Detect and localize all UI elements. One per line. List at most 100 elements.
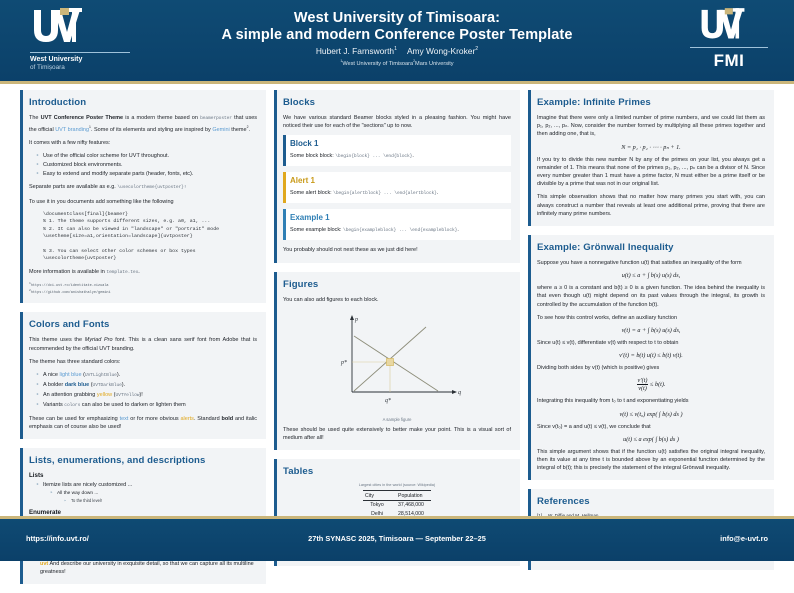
table-cell-city: Tokyo (370, 502, 384, 509)
intro-link-gemini[interactable]: Gemini (212, 127, 230, 134)
lists-subheading: Lists (29, 472, 44, 480)
fraction: v′(t) v(t) (636, 377, 649, 393)
intro-p1-e: . Some of its elements and styling are i… (90, 127, 213, 134)
affiliation-1: West University of Timisoara (342, 60, 414, 67)
figures-title: Figures (283, 278, 319, 290)
gronwall-paragraph-6: Integrating this inequality from t₀ to t… (537, 398, 689, 405)
intro-link-branding[interactable]: UVT branding (55, 127, 90, 134)
poster-title-line1: West University of Timisoara: (293, 10, 501, 26)
fmi-logo-right: FMI (690, 8, 768, 76)
block-figures: Figures You can also add figures to each… (274, 271, 520, 451)
list-item-label: All the way down ... (57, 491, 99, 497)
figure-caption: A sample figure (382, 416, 412, 422)
inner-alert-block-1: Alert 1 Some alert block: \begin{alertbl… (283, 172, 511, 204)
itemize-list-level2: All the way down ... To the third level! (43, 490, 257, 504)
gronwall-paragraph-8: This simple argument shows that if the f… (537, 448, 765, 472)
table-caption: Largest cities in the world (source: Wik… (358, 483, 436, 488)
block-colors-and-fonts: Colors and Fonts This theme uses the Myr… (20, 312, 266, 440)
references-title: References (537, 496, 590, 508)
footer-conference-info: 27th SYNASC 2025, Timisoara — September … (308, 534, 486, 543)
enumerate-subheading: Enumerate (29, 509, 61, 517)
color-swatch-light-blue: light blue (59, 372, 82, 378)
description-text: And describe our university in exquisite… (40, 560, 254, 575)
inner-block-1-title: Block 1 (290, 139, 319, 149)
list-item-label: Itemize lists are nicely customized ... (43, 482, 133, 489)
block-blocks: Blocks We have various standard Beamer b… (274, 90, 520, 263)
introduction-code-sample: \documentclass[final]{beamer} % 1. The t… (43, 211, 220, 262)
itemize-list-level3: To the third level! (57, 498, 257, 504)
colors-list: A nice light blue (UVTLightBlue). A bold… (29, 371, 257, 410)
faculty-acronym: FMI (713, 51, 745, 70)
gronwall-title: Example: Grönwall Inequality (537, 242, 674, 254)
figures-outro: These should be used quite extensively t… (283, 426, 511, 442)
lists-title: Lists, enumerations, and descriptions (29, 455, 206, 467)
footer-website-url[interactable]: https://info.uvt.ro/ (26, 534, 89, 543)
footnote-1-sup: 1 (29, 281, 31, 285)
list-item: Use of the official color scheme for UVT… (36, 152, 257, 160)
intro-footnote-ref-1: 1 (89, 125, 91, 130)
introduction-footnotes: 1https://dci.uvt.ro/identitate-vizuala 2… (29, 282, 257, 296)
list-item: An attention grabbing yellow (UVTYellow)… (36, 391, 257, 400)
inner-block-1: Block 1 Some block block: \begin{block} … (283, 135, 511, 167)
primes-paragraph-2: If you try to divide this new number N b… (537, 156, 765, 188)
gronwall-paragraph-7: Since v(t₀) = a and u(t) ≤ v(t), we conc… (537, 423, 651, 430)
gronwall-equation-4: v′(t) v(t) ≤ b(t). (537, 377, 765, 392)
footnote-1-url[interactable]: https://dci.uvt.ro/identitate-vizuala (30, 284, 109, 289)
column-2: Blocks We have various standard Beamer b… (274, 90, 520, 575)
table-row: Tokyo 37,468,000 (363, 501, 431, 510)
intro-p5-a: More information is available in (29, 268, 107, 275)
introduction-paragraph-3: Separate parts are available as e.g. \us… (29, 183, 257, 192)
footnote-2-url[interactable]: https://github.com/anishathalye/gemini (30, 290, 111, 295)
reference-number: [1] (537, 513, 545, 532)
intro-p1-d: that uses the official (29, 115, 257, 134)
primes-paragraph-3: This simple observation shows that no ma… (537, 194, 765, 217)
cf-font-name: Myriad Pro (84, 337, 113, 344)
uvt-logo-svg (34, 8, 82, 42)
figures-intro: You can also add figures to each block. (283, 296, 379, 303)
fraction-denominator: v(t) (638, 385, 647, 393)
colors-fonts-paragraph-2: The theme has three standard colors: (29, 358, 121, 365)
cf-p1-b: font. This is a clean sans serif font fr… (29, 337, 258, 352)
svg-text:p: p (354, 317, 358, 323)
footnote-1: 1https://dci.uvt.ro/identitate-vizuala (29, 282, 257, 289)
list-item: A bolder dark blue (UVTDarkBlue). (36, 381, 257, 390)
intro-p1-g: . (248, 127, 251, 134)
list-item: All the way down ... To the third level! (50, 490, 257, 504)
gronwall-paragraph-5: Dividing both sides by v(t) (which is po… (537, 365, 660, 372)
intro-p1-a: The (29, 115, 41, 121)
footer-email[interactable]: info@e-uvt.ro (720, 534, 768, 543)
uvt-logo-left: West University of Timișoara (30, 8, 130, 76)
blocks-title: Blocks (283, 97, 316, 108)
inner-block-1-body: Some block block: \begin{block} ... \end… (290, 153, 414, 160)
colors-fonts-paragraph-3: These can be used for emphasizing text o… (29, 416, 257, 431)
poster-affiliations: 1West University of Timisoara2Mars Unive… (160, 59, 634, 67)
gronwall-equation-1: u(t) ≤ a + ∫ b(s) u(s) ds, (621, 272, 681, 280)
introduction-paragraph-2: It comes with a few nifty features: (29, 140, 111, 147)
footer-content: https://info.uvt.ro/ 27th SYNASC 2025, T… (0, 516, 794, 561)
header-gold-rule (0, 81, 794, 84)
figure-container: p q p* q* A sample figure (283, 310, 511, 422)
fraction-tail: ≤ b(t). (650, 381, 666, 389)
gronwall-equation-3: v′(t) = b(t) u(t) ≤ b(t) v(t). (619, 352, 683, 360)
gronwall-equation-2: v(t) = a + ∫ b(s) u(s) ds, (621, 327, 681, 335)
block-infinite-primes: Example: Infinite Primes Imagine that th… (528, 90, 774, 227)
supply-demand-chart: p q p* q* (340, 314, 461, 404)
introduction-paragraph-5: More information is available in templat… (29, 268, 257, 277)
inner-alert-1-title: Alert 1 (290, 176, 315, 186)
color-swatch-yellow: yellow (96, 392, 113, 398)
table-header-row: City Population (363, 490, 431, 502)
blocks-outro: You probably should not nest these as we… (283, 247, 418, 254)
poster-title-line2: A simple and modern Conference Poster Te… (221, 27, 573, 43)
block-introduction: Introduction The UVT Conference Poster T… (20, 90, 266, 304)
itemize-list: Itemize lists are nicely customized ... … (29, 481, 257, 504)
logo-university-name-line1: West University (30, 56, 83, 63)
primes-paragraph-1: Imagine that there were only a limited n… (537, 115, 765, 138)
inner-example-block-1: Example 1 Some example block: \begin{exa… (283, 209, 511, 241)
colors-fonts-title: Colors and Fonts (29, 319, 110, 331)
fraction-numerator: v′(t) (636, 377, 649, 386)
intro-code-templatetex: template.tex (106, 269, 139, 275)
gronwall-equation-6: u(t) ≤ a exp( ∫ b(s) ds ) (623, 435, 679, 443)
colors-fonts-paragraph-1: This theme uses the Myriad Pro font. Thi… (29, 336, 257, 352)
uvt-logo-svg-right (701, 8, 745, 39)
introduction-feature-list: Use of the official color scheme for UVT… (29, 152, 257, 178)
